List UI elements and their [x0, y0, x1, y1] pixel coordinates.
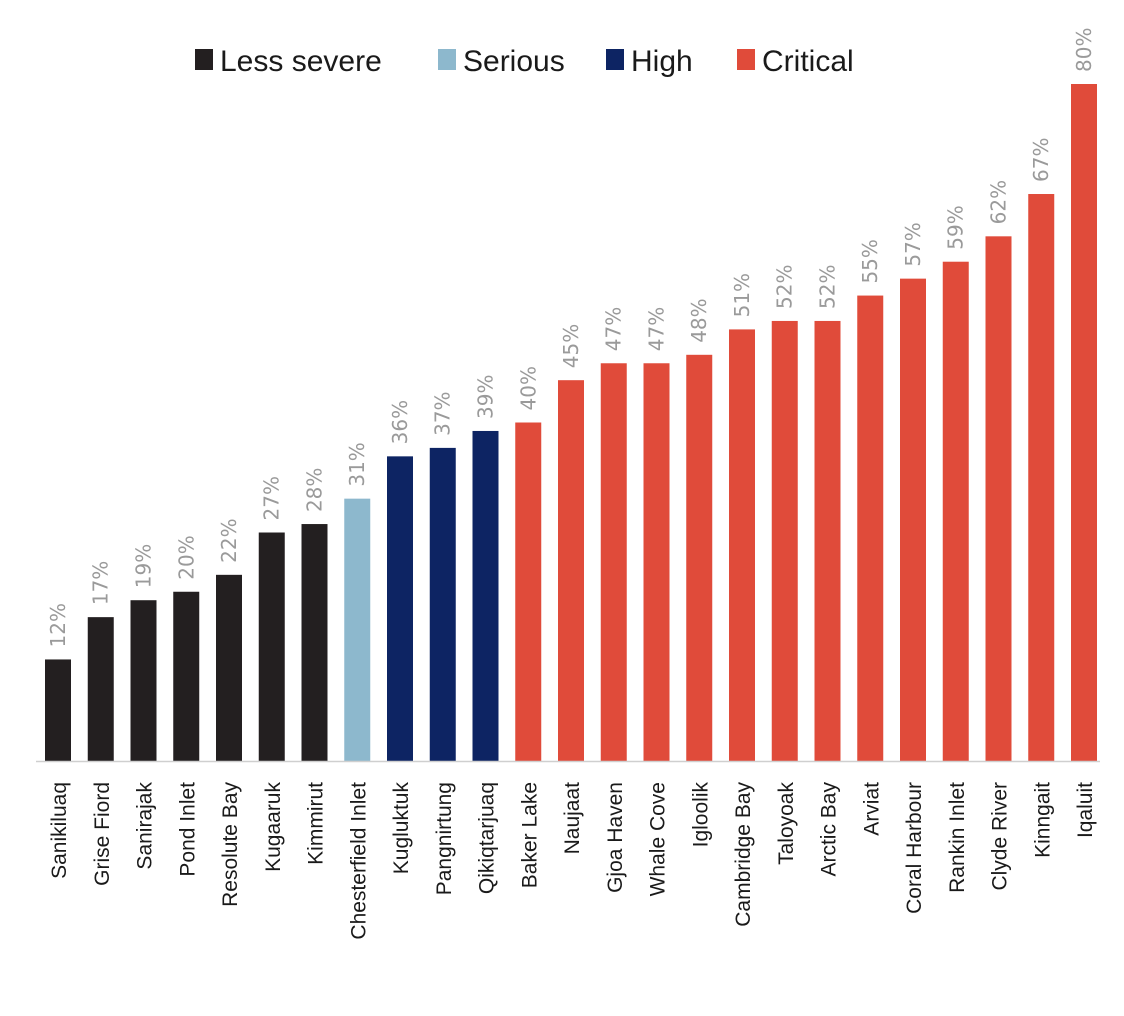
- bar-pangnirtung: [429, 447, 456, 761]
- value-labels-group: 12% 17% 19% 20% 22% 27% 28% 31% 36% 37% 39% 40% 45% 4…: [46, 28, 1096, 648]
- value-label-iqaluit: 80%: [1072, 28, 1096, 72]
- category-label-naujaat: Naujaat: [561, 782, 584, 855]
- bar-chesterfield-inlet: [344, 498, 371, 761]
- value-label-pangnirtung: 37%: [431, 391, 455, 435]
- value-label-arctic-bay: 52%: [816, 264, 840, 308]
- value-label-sanirajak: 19%: [132, 544, 156, 588]
- value-label-kimmirut: 28%: [303, 468, 327, 512]
- category-label-pangnirtung: Pangnirtung: [433, 782, 456, 895]
- category-label-cambridge-bay: Cambridge Bay: [732, 782, 755, 927]
- bar-iqaluit: [1071, 84, 1097, 761]
- value-label-igloolik: 48%: [687, 298, 711, 342]
- bar-cambridge-bay: [729, 329, 755, 761]
- value-label-gjoa-haven: 47%: [602, 307, 626, 351]
- legend-label-less-severe: Less severe: [220, 45, 382, 78]
- category-label-rankin-inlet: Rankin Inlet: [946, 782, 969, 893]
- bar-sanirajak: [130, 600, 157, 761]
- bar-gjoa-haven: [600, 363, 627, 761]
- bar-kugluktuk: [387, 456, 413, 761]
- category-label-clyde-river: Clyde River: [989, 782, 1012, 891]
- bar-taloyoak: [771, 320, 798, 761]
- category-label-sanikiluaq: Sanikiluaq: [48, 782, 71, 879]
- category-label-kugluktuk: Kugluktuk: [390, 782, 413, 875]
- category-label-coral-harbour: Coral Harbour: [903, 782, 926, 914]
- legend: Less severe Serious High Critical: [195, 45, 854, 78]
- category-labels-group: Sanikiluaq Grise Fiord Sanirajak Pond Inlet…: [48, 782, 1097, 940]
- value-label-rankin-inlet: 59%: [944, 205, 968, 249]
- bar-arctic-bay: [814, 320, 841, 761]
- category-label-whale-cove: Whale Cove: [647, 782, 670, 896]
- value-label-chesterfield-inlet: 31%: [345, 442, 369, 486]
- value-label-kugaaruk: 27%: [260, 476, 284, 520]
- legend-label-critical: Critical: [762, 45, 854, 78]
- legend-swatch-critical: [737, 49, 755, 70]
- value-label-resolute-bay: 22%: [217, 518, 241, 562]
- category-label-sanirajak: Sanirajak: [134, 782, 157, 870]
- bar-coral-harbour: [900, 278, 926, 761]
- value-label-sanikiluaq: 12%: [46, 603, 70, 647]
- category-label-iqaluit: Iqaluit: [1074, 782, 1097, 838]
- bar-pond-inlet: [173, 591, 200, 761]
- category-label-kugaaruk: Kugaaruk: [262, 782, 285, 872]
- value-label-coral-harbour: 57%: [901, 222, 925, 266]
- bar-grise-fiord: [87, 617, 114, 761]
- bar-rankin-inlet: [942, 261, 969, 761]
- value-label-qikiqtarjuaq: 39%: [474, 375, 498, 419]
- category-label-arctic-bay: Arctic Bay: [818, 782, 841, 877]
- category-label-gjoa-haven: Gjoa Haven: [604, 782, 627, 893]
- category-label-arviat: Arviat: [860, 782, 883, 836]
- bar-baker-lake: [515, 422, 542, 761]
- value-label-taloyoak: 52%: [773, 264, 797, 308]
- legend-label-serious: Serious: [463, 45, 565, 78]
- category-label-pond-inlet: Pond Inlet: [176, 782, 199, 877]
- legend-swatch-high: [606, 49, 624, 70]
- bar-resolute-bay: [216, 574, 242, 762]
- category-label-baker-lake: Baker Lake: [518, 782, 541, 888]
- bar-naujaat: [558, 380, 584, 761]
- bar-whale-cove: [643, 363, 670, 761]
- value-label-whale-cove: 47%: [645, 307, 669, 351]
- value-label-pond-inlet: 20%: [174, 535, 198, 579]
- value-label-kugluktuk: 36%: [388, 400, 412, 444]
- category-label-resolute-bay: Resolute Bay: [219, 782, 242, 907]
- value-label-kinngait: 67%: [1029, 138, 1053, 182]
- bar-clyde-river: [985, 236, 1012, 761]
- category-label-igloolik: Igloolik: [689, 782, 712, 848]
- bar-kugaaruk: [258, 532, 285, 761]
- category-label-kinngait: Kinngait: [1031, 782, 1054, 858]
- value-label-naujaat: 45%: [559, 324, 583, 368]
- legend-swatch-serious: [438, 49, 456, 70]
- value-label-cambridge-bay: 51%: [730, 273, 754, 317]
- bar-arviat: [857, 295, 884, 761]
- category-label-chesterfield-inlet: Chesterfield Inlet: [347, 782, 370, 940]
- bar-qikiqtarjuaq: [472, 430, 499, 761]
- value-label-arviat: 55%: [858, 239, 882, 283]
- value-label-grise-fiord: 17%: [89, 561, 113, 605]
- category-label-kimmirut: Kimmirut: [305, 782, 328, 865]
- bar-sanikiluaq: [45, 659, 71, 761]
- bar-igloolik: [686, 354, 713, 761]
- bars-group: [45, 84, 1097, 762]
- legend-swatch-less-severe: [195, 49, 213, 70]
- bar-kimmirut: [301, 524, 328, 761]
- bar-kinngait: [1028, 194, 1055, 761]
- category-label-taloyoak: Taloyoak: [775, 782, 798, 865]
- legend-label-high: High: [631, 45, 693, 78]
- value-label-clyde-river: 62%: [987, 180, 1011, 224]
- category-label-qikiqtarjuaq: Qikiqtarjuaq: [476, 782, 499, 894]
- value-label-baker-lake: 40%: [516, 366, 540, 410]
- category-label-grise-fiord: Grise Fiord: [91, 782, 114, 886]
